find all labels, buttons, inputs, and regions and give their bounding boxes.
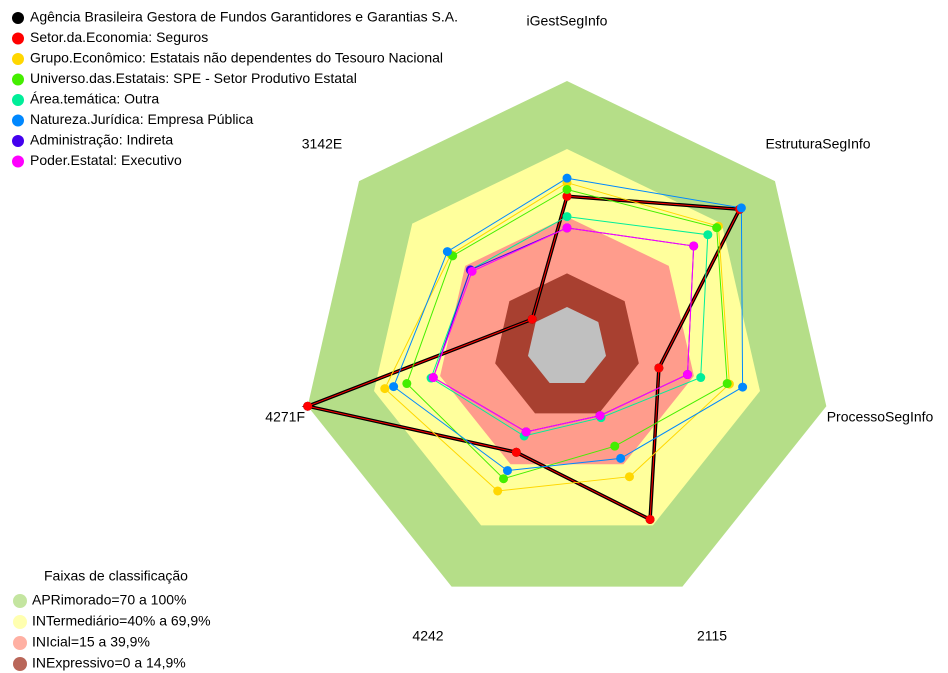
legend-marker <box>12 155 24 168</box>
series-line <box>305 195 741 521</box>
legend-label: Natureza.Jurídica: Empresa Pública <box>30 111 254 127</box>
series-point <box>683 370 693 380</box>
series-point <box>595 411 605 421</box>
legend-label: Setor.da.Economia: Seguros <box>30 29 208 45</box>
series-point <box>703 230 713 240</box>
series-point <box>562 212 572 222</box>
series-point <box>389 382 399 392</box>
series-point <box>303 401 313 411</box>
series-point <box>493 486 503 496</box>
series-point <box>428 373 438 383</box>
legend-marker <box>12 94 24 106</box>
legend-label: Administração: Indireta <box>30 132 173 148</box>
series-point <box>610 441 620 451</box>
series-point <box>442 247 452 257</box>
band-legend-label: INIcial=15 a 39,9% <box>32 634 150 650</box>
series-point <box>562 191 572 201</box>
axis-label: 4271F <box>265 409 305 425</box>
band-legend-marker <box>13 636 27 650</box>
legend-label: Poder.Estatal: Executivo <box>30 152 182 168</box>
series-point <box>645 514 655 524</box>
band-legend-label: APRimorado=70 a 100% <box>32 592 187 608</box>
legend-label: Universo.das.Estatais: SPE - Setor Produ… <box>30 70 357 86</box>
legend-marker <box>12 114 24 127</box>
series-point <box>502 466 512 476</box>
legend-label: Agência Brasileira Gestora de Fundos Gar… <box>30 9 458 25</box>
series-point <box>511 447 521 457</box>
band-legend-label: INTermediário=40% a 69,9% <box>32 613 211 629</box>
series-point <box>521 427 531 437</box>
series-point <box>499 474 509 484</box>
series-line <box>392 177 744 472</box>
series-line <box>406 188 728 480</box>
series-point <box>738 382 748 392</box>
band-legend-label: INExpressivo=0 a 14,9% <box>32 655 186 671</box>
band-legend-marker <box>13 615 27 629</box>
legend-label: Grupo.Econômico: Estatais não dependente… <box>30 50 443 66</box>
axis-label: iGestSegInfo <box>527 13 608 29</box>
legend-marker <box>12 53 24 65</box>
series-point <box>616 453 626 463</box>
series-point <box>689 241 699 251</box>
series-point <box>527 314 537 324</box>
series-line <box>384 182 730 492</box>
legend-marker <box>12 73 24 86</box>
axis-label: ProcessoSegInfo <box>827 409 934 425</box>
series-point <box>696 373 706 383</box>
axis-label: 3142E <box>302 136 342 152</box>
series-point <box>467 266 477 276</box>
axis-label: 4242 <box>412 628 443 644</box>
series-point <box>712 223 722 233</box>
center <box>528 307 606 384</box>
band-legend-marker <box>13 657 27 671</box>
series-point <box>562 173 572 183</box>
axis-label: 2115 <box>697 628 727 644</box>
legend-marker <box>12 32 24 45</box>
legend-label: Área.temática: Outra <box>30 91 159 107</box>
series-point <box>736 203 746 213</box>
series-point <box>402 379 412 389</box>
series-point <box>624 472 634 482</box>
series-point <box>380 384 390 394</box>
series-point <box>722 379 732 389</box>
legend-marker <box>12 135 24 147</box>
legend-marker <box>12 12 24 24</box>
series-point <box>562 223 572 233</box>
series-point <box>654 363 664 373</box>
series-point <box>562 184 572 194</box>
bands-title: Faixas de classificação <box>44 568 188 584</box>
band-legend-marker <box>13 594 27 608</box>
axis-label: EstruturaSegInfo <box>765 136 870 152</box>
series-line <box>432 227 695 433</box>
